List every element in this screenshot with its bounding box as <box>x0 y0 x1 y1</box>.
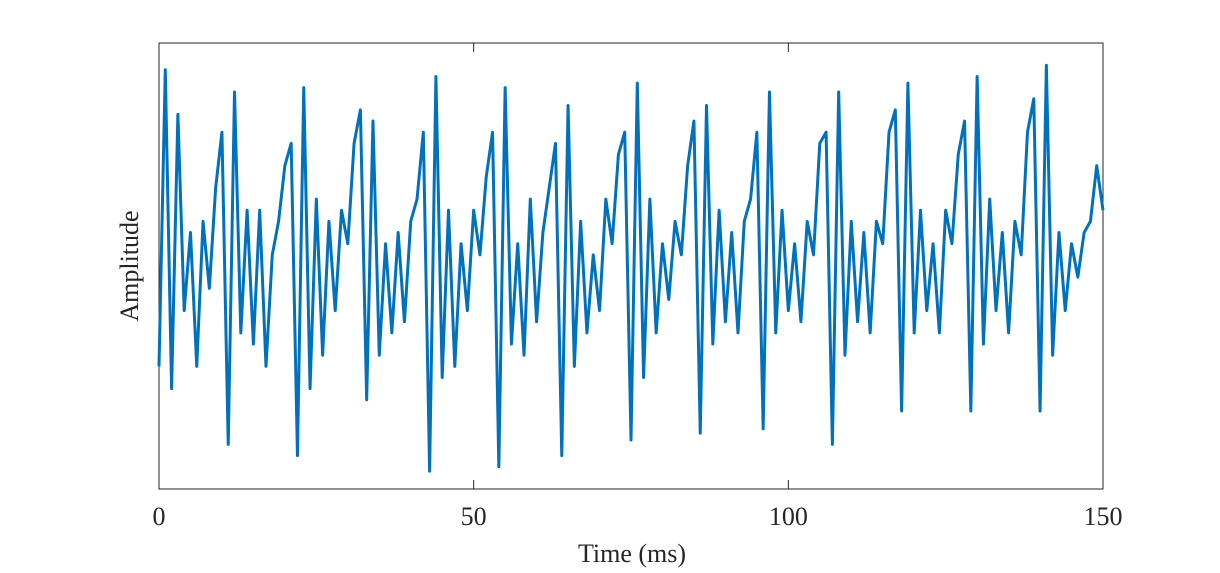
signal-line <box>157 63 1105 473</box>
x-tick-label: 0 <box>153 502 166 531</box>
x-tick-label: 100 <box>769 502 808 531</box>
y-axis-label: Amplitude <box>115 210 144 321</box>
x-axis-label: Time (ms) <box>578 539 686 568</box>
x-tick-label: 50 <box>461 502 487 531</box>
x-tick-label: 150 <box>1084 502 1123 531</box>
